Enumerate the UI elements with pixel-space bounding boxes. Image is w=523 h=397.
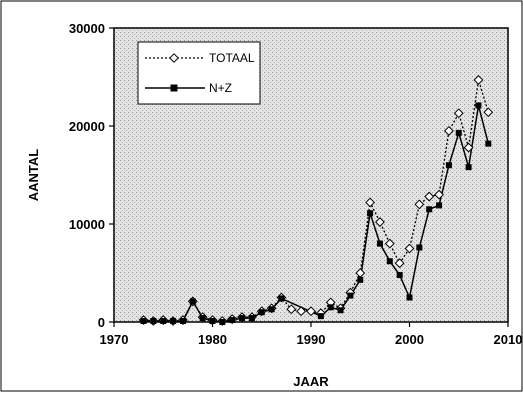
x-tick-label: 1990 — [297, 332, 326, 347]
point-marker-nz — [376, 240, 383, 247]
point-marker-nz — [396, 271, 403, 278]
point-marker-totaal — [286, 304, 297, 315]
point-marker-totaal — [483, 107, 494, 118]
point-marker-nz — [337, 307, 344, 314]
ticks-layer: 1970 1980 1990 2000 2010 0 10000 20000 30000 — [69, 21, 523, 347]
point-marker-totaal — [365, 197, 376, 208]
point-marker-nz — [367, 210, 374, 217]
point-marker-nz — [209, 318, 216, 325]
point-marker-nz — [268, 306, 275, 313]
x-axis-label: JAAR — [293, 374, 329, 389]
point-marker-nz — [455, 129, 462, 136]
x-tick-label: 2010 — [494, 332, 523, 347]
point-marker-totaal — [463, 142, 474, 153]
point-marker-nz — [278, 295, 285, 302]
point-marker-totaal — [453, 108, 464, 119]
point-marker-nz — [189, 298, 196, 305]
point-marker-nz — [140, 318, 147, 325]
legend-box — [137, 41, 261, 105]
point-marker-nz — [327, 304, 334, 311]
legend-marker-totaal — [169, 53, 179, 63]
point-marker-nz — [199, 315, 206, 322]
point-marker-totaal — [375, 217, 385, 227]
point-marker-nz — [357, 276, 364, 283]
legend-label-totaal: TOTAAL — [209, 51, 255, 65]
point-marker-nz — [475, 102, 482, 109]
point-marker-nz — [170, 318, 177, 325]
series-markers — [138, 75, 494, 326]
point-marker-nz — [485, 140, 492, 147]
point-marker-totaal — [394, 258, 405, 269]
x-tick-label: 1980 — [198, 332, 227, 347]
point-marker-nz — [406, 294, 413, 301]
y-tick-label: 10000 — [69, 217, 105, 232]
x-tick-label: 1970 — [100, 332, 129, 347]
point-marker-nz — [436, 202, 443, 209]
legend-marker-nz — [170, 84, 178, 92]
point-marker-totaal — [404, 243, 415, 254]
point-marker-nz — [239, 315, 246, 322]
point-marker-nz — [229, 317, 236, 324]
point-marker-nz — [317, 313, 324, 320]
point-marker-nz — [248, 315, 255, 322]
point-marker-nz — [386, 258, 393, 265]
point-marker-totaal — [443, 125, 454, 136]
point-marker-totaal — [296, 306, 307, 317]
point-marker-nz — [258, 309, 265, 316]
point-marker-nz — [465, 164, 472, 171]
y-tick-label: 20000 — [69, 119, 105, 134]
y-tick-label: 0 — [98, 315, 105, 330]
y-axis-label: AANTAL — [26, 149, 41, 202]
point-marker-nz — [416, 244, 423, 251]
point-marker-nz — [347, 292, 354, 299]
point-marker-totaal — [384, 238, 395, 249]
legend: TOTAAL N+Z — [137, 41, 261, 105]
point-marker-totaal — [424, 191, 435, 202]
point-marker-totaal — [306, 306, 316, 317]
point-marker-nz — [426, 206, 433, 213]
point-marker-nz — [445, 162, 452, 169]
point-marker-totaal — [473, 75, 484, 85]
legend-label-nz: N+Z — [209, 81, 232, 95]
point-marker-nz — [219, 319, 226, 325]
y-tick-label: 30000 — [69, 21, 105, 36]
point-marker-nz — [150, 318, 157, 325]
point-marker-nz — [160, 318, 167, 325]
point-marker-totaal — [434, 189, 444, 200]
point-marker-nz — [179, 318, 186, 325]
point-marker-totaal — [414, 199, 425, 210]
x-tick-label: 2000 — [395, 332, 424, 347]
